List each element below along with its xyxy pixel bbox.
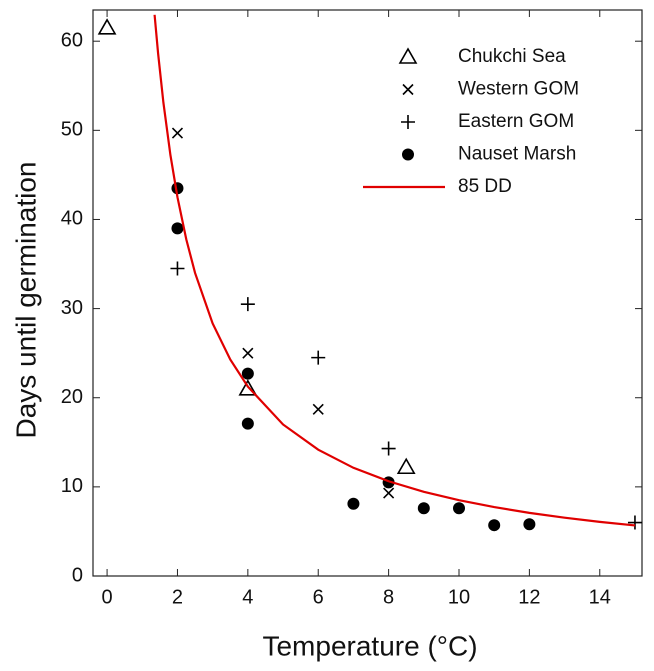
point — [488, 519, 501, 532]
point — [312, 403, 324, 415]
x-tick-label: 12 — [518, 586, 540, 608]
point — [417, 502, 430, 515]
y-tick-label: 0 — [72, 564, 83, 586]
legend-marker — [402, 83, 414, 96]
point — [171, 222, 184, 235]
point — [347, 497, 360, 510]
point — [97, 18, 117, 35]
y-tick-label: 30 — [61, 297, 83, 319]
legend-marker — [401, 115, 415, 129]
x-tick-label: 4 — [242, 586, 253, 608]
y-tick-label: 40 — [61, 208, 83, 230]
point — [396, 457, 416, 475]
point — [240, 297, 255, 312]
y-tick-label: 10 — [61, 475, 83, 497]
point — [627, 515, 642, 530]
x-axis-label: Temperature (°C) — [262, 630, 477, 661]
point — [242, 347, 254, 359]
x-tick-label: 10 — [448, 586, 470, 608]
point — [381, 441, 396, 456]
point — [523, 518, 536, 531]
point — [241, 367, 254, 380]
point — [170, 261, 185, 276]
point — [311, 350, 326, 365]
x-tick-label: 14 — [589, 586, 611, 608]
legend-label: Chukchi Sea — [458, 46, 566, 67]
x-tick-label: 0 — [102, 586, 113, 608]
y-tick-label: 50 — [61, 119, 83, 141]
point — [238, 379, 258, 396]
y-axis-label: Days until germination — [10, 161, 41, 438]
legend-label: Nauset Marsh — [458, 144, 576, 165]
y-tick-label: 20 — [61, 386, 83, 408]
legend-label: Eastern GOM — [458, 111, 574, 132]
x-tick-label: 2 — [172, 586, 183, 608]
fit-curve — [153, 14, 636, 527]
point — [171, 127, 184, 139]
plot-frame — [92, 9, 643, 577]
legend-marker — [398, 47, 418, 64]
legend-label: 85 DD — [458, 176, 512, 197]
y-tick-label: 60 — [61, 29, 83, 51]
x-tick-label: 6 — [313, 586, 324, 608]
legend-label: Western GOM — [458, 79, 579, 100]
point — [453, 502, 465, 515]
x-tick-label: 8 — [383, 586, 394, 608]
legend-marker — [402, 148, 414, 161]
point — [241, 417, 254, 430]
point — [383, 487, 395, 499]
